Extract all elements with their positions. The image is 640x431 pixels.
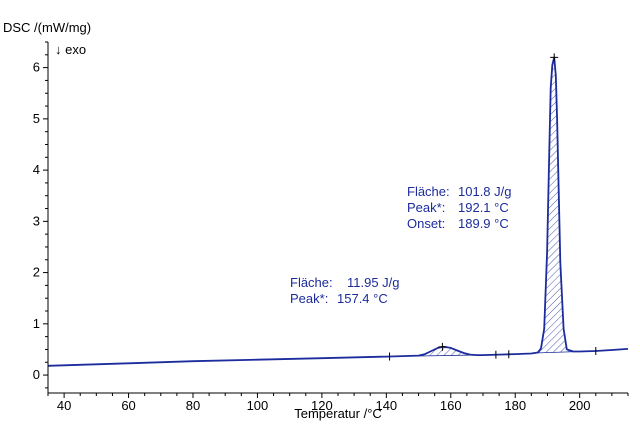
y-tick-label: 5 <box>33 111 40 126</box>
peak2-onset-value: 189.9 °C <box>458 216 509 231</box>
peak-area-1 <box>389 346 496 357</box>
peak2-peak-label: Peak*: <box>407 200 445 215</box>
x-tick-label: 180 <box>504 398 526 413</box>
peak-marker-1 <box>438 342 447 351</box>
peak1-area-label: Fläche: <box>290 275 333 290</box>
dsc-curve <box>47 56 629 367</box>
peak2-onset-label: Onset: <box>407 216 445 231</box>
peak2-area-label: Fläche: <box>407 184 450 199</box>
x-tick-label: 120 <box>311 398 333 413</box>
x-tick-label: 40 <box>57 398 71 413</box>
peak1-peak-value: 157.4 °C <box>337 291 388 306</box>
y-tick-label: 0 <box>33 367 40 382</box>
peak-annotation-2: Fläche: 101.8 J/g Peak*: 192.1 °C Onset:… <box>407 184 512 231</box>
y-tick-label: 3 <box>33 213 40 228</box>
x-tick-label: 160 <box>440 398 462 413</box>
peak1-area-value: 11.95 J/g <box>347 275 400 290</box>
x-tick-label: 80 <box>186 398 200 413</box>
y-axis-label: DSC /(mW/mg) <box>3 20 91 35</box>
peak1-peak-label: Peak*: <box>290 291 328 306</box>
x-axis-label: Temperatur /°C <box>294 406 382 421</box>
x-tick-label: 60 <box>121 398 135 413</box>
peak2-peak-value: 192.1 °C <box>458 200 509 215</box>
exo-direction-label: ↓ exo <box>55 42 86 57</box>
peak-annotation-1: Fläche: 11.95 J/g Peak*: 157.4 °C <box>290 275 400 306</box>
peak2-area-value: 101.8 J/g <box>458 184 512 199</box>
x-tick-label: 100 <box>247 398 269 413</box>
peak-marker-2 <box>550 53 559 62</box>
y-tick-label: 6 <box>33 60 40 75</box>
y-tick-label: 1 <box>33 316 40 331</box>
y-tick-label: 2 <box>33 265 40 280</box>
x-tick-label: 140 <box>375 398 397 413</box>
y-tick-label: 4 <box>33 162 40 177</box>
x-tick-label: 200 <box>569 398 591 413</box>
peak-area-2 <box>534 57 596 354</box>
